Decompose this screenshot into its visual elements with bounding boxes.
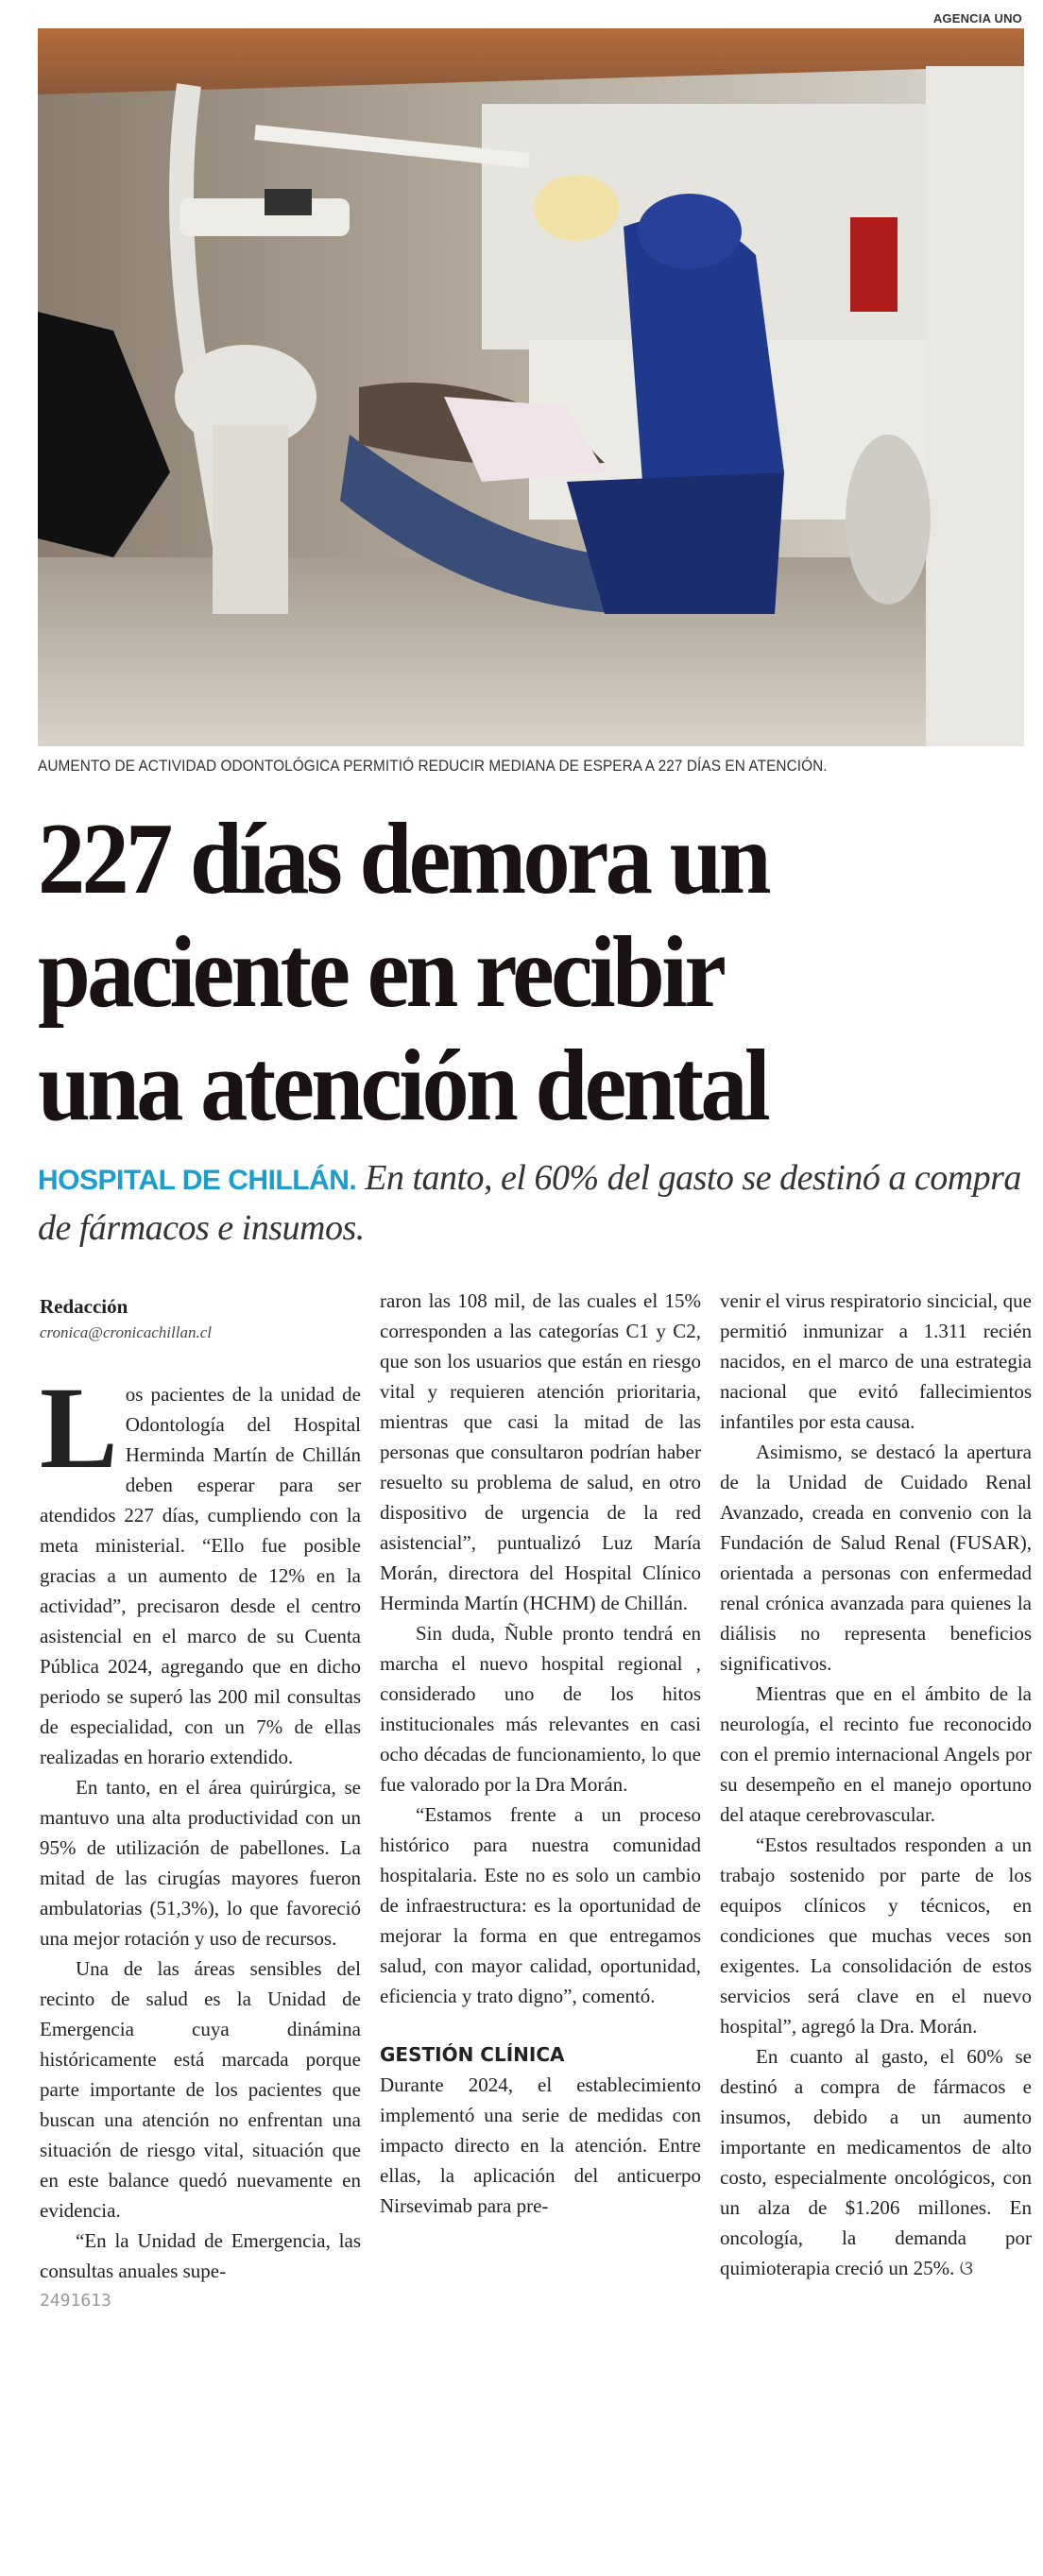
paragraph: Durante 2024, el establecimiento impleme…: [380, 2073, 701, 2217]
paragraph: venir el virus respiratorio sincicial, q…: [720, 1289, 1032, 1433]
paragraph: “En la Unidad de Emergencia, las consult…: [40, 2229, 361, 2282]
paragraph: raron las 108 mil, de las cuales el 15% …: [380, 1289, 701, 1614]
kicker: HOSPITAL DE CHILLÁN.: [38, 1165, 357, 1196]
paragraph: Mientras que en el ámbito de la neurolog…: [720, 1682, 1032, 1826]
paragraph: “Estos resultados responden a un trabajo…: [720, 1834, 1032, 2038]
author-email[interactable]: cronica@cronicachillan.cl: [40, 1323, 212, 1341]
paragraph: Una de las áreas sensibles del recinto d…: [40, 1957, 361, 2222]
article-column-2: raron las 108 mil, de las cuales el 15% …: [380, 1286, 701, 2221]
headline: 227 días demora un paciente en recibir u…: [38, 803, 969, 1143]
subheadline: HOSPITAL DE CHILLÁN. En tanto, el 60% de…: [38, 1154, 1030, 1252]
article-column-3: venir el virus respiratorio sincicial, q…: [720, 1286, 1032, 2283]
paragraph-text: En cuanto al gasto, el 60% se destinó a …: [720, 2045, 1032, 2279]
drop-cap: L: [40, 1363, 118, 1493]
end-mark-icon: ଓ: [954, 2257, 974, 2279]
paragraph: En cuanto al gasto, el 60% se destinó a …: [720, 2041, 1032, 2283]
photo-caption: AUMENTO DE ACTIVIDAD ODONTOLÓGICA PERMIT…: [38, 758, 828, 775]
headline-line: paciente en recibir: [38, 916, 727, 1029]
page-code: 2491613: [40, 2291, 111, 2311]
paragraph: En tanto, en el área quirúrgica, se mant…: [40, 1776, 361, 1950]
paragraph: Asimismo, se destacó la apertura de la U…: [720, 1441, 1032, 1675]
subhead-text: En tanto, el 60% del gasto se destinó a …: [38, 1158, 1021, 1248]
paragraph-text: os pacientes de la unidad de Odontología…: [40, 1383, 361, 1768]
headline-line: una atención dental: [38, 1030, 771, 1142]
paragraph: “Estamos frente a un proceso histórico p…: [380, 1803, 701, 2007]
paragraph: Sin duda, Ñuble pronto tendrá en marcha …: [380, 1622, 701, 1796]
photo-credit: AGENCIA UNO: [932, 11, 1022, 26]
article-photo: [38, 28, 1024, 746]
headline-line: 227 días demora un: [38, 803, 772, 915]
author: Redacción: [40, 1295, 128, 1318]
dental-clinic-photo: [38, 28, 1024, 746]
section-title: GESTIÓN CLÍNICA: [380, 2043, 565, 2066]
